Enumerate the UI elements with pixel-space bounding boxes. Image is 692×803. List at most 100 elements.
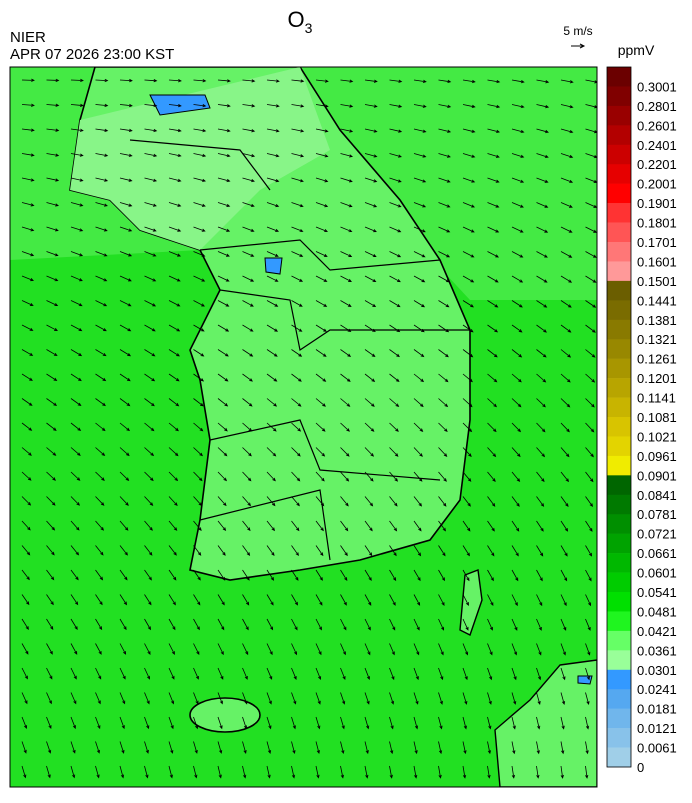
- wind-arrow: [585, 716, 590, 730]
- wind-arrow: [193, 667, 199, 680]
- wind-arrow: [144, 741, 149, 754]
- wind-arrow: [389, 202, 402, 208]
- colorbar-label: 0.0481: [637, 604, 677, 619]
- wind-arrow: [389, 667, 395, 681]
- wind-arrow: [413, 569, 421, 582]
- wind-arrow: [511, 741, 516, 755]
- wind-arrow: [315, 447, 326, 457]
- colorbar-label: 0.0601: [637, 566, 677, 581]
- wind-arrow: [364, 716, 370, 730]
- wind-arrow: [585, 398, 595, 408]
- wind-arrow: [144, 520, 153, 531]
- colorbar-label: 0.0301: [637, 663, 677, 678]
- colorbar-segment: [607, 261, 631, 282]
- wind-arrow: [340, 422, 350, 432]
- wind-arrow: [119, 618, 127, 631]
- wind-arrow: [340, 251, 353, 257]
- wind-arrow: [511, 324, 523, 333]
- wind-arrow: [242, 398, 253, 407]
- wind-arrow: [144, 594, 152, 606]
- colorbar-label: 0.1141: [637, 391, 676, 406]
- wind-arrow: [95, 78, 109, 83]
- wind-arrow: [46, 226, 59, 232]
- wind-arrow: [438, 300, 450, 308]
- wind-arrow: [487, 398, 498, 408]
- wind-arrow: [266, 692, 272, 705]
- wind-arrow: [242, 104, 256, 108]
- wind-arrow: [217, 153, 231, 158]
- wind-arrow: [119, 251, 133, 257]
- wind-arrow: [168, 275, 181, 282]
- wind-arrow: [389, 594, 396, 606]
- wind-arrow: [389, 275, 401, 283]
- wind-arrow: [462, 324, 474, 333]
- wind-arrow: [536, 569, 543, 582]
- wind-arrow: [193, 153, 207, 158]
- wind-arrow: [21, 275, 34, 282]
- wind-arrow: [560, 226, 573, 233]
- wind-arrow: [413, 422, 424, 432]
- wind-arrow: [193, 471, 203, 482]
- wind-arrow: [193, 520, 202, 531]
- wind-arrow: [364, 447, 375, 457]
- wind-arrow: [266, 349, 278, 357]
- wind-arrow: [536, 765, 540, 779]
- wind-arrow: [462, 496, 471, 507]
- wind-arrow: [438, 569, 446, 582]
- wind-arrow: [119, 422, 131, 432]
- wind-arrow: [462, 667, 468, 681]
- wind-arrow: [536, 104, 550, 109]
- wind-arrow: [95, 618, 103, 631]
- wind-arrow: [560, 545, 568, 557]
- colorbar-label: 0.0181: [637, 702, 677, 717]
- wind-arrow: [438, 471, 447, 482]
- wind-arrow: [46, 618, 54, 631]
- wind-arrow: [291, 202, 304, 208]
- wind-arrow: [95, 471, 105, 481]
- wind-arrow: [585, 79, 597, 84]
- colorbar-label: 0.0781: [637, 507, 677, 522]
- colorbar-segment: [607, 105, 631, 126]
- wind-arrow: [315, 251, 328, 257]
- wind-arrow: [560, 373, 571, 383]
- wind-arrow: [291, 104, 305, 108]
- wind-arrow: [242, 643, 249, 656]
- wind-arrow: [21, 471, 32, 481]
- wind-arrow: [95, 373, 107, 382]
- colorbar-segment: [607, 494, 631, 515]
- wind-arrow: [217, 741, 223, 754]
- wind-arrow: [46, 153, 60, 157]
- wind-arrow: [413, 300, 426, 308]
- wind-arrow: [438, 618, 445, 631]
- wind-arrow: [291, 251, 304, 257]
- wind-arrow: [438, 275, 450, 283]
- wind-arrow: [511, 153, 525, 158]
- wind-arrow: [389, 104, 403, 108]
- wind-arrow: [168, 520, 178, 531]
- wind-arrow: [242, 716, 248, 730]
- wind-arrow: [193, 765, 198, 779]
- wind-arrow: [438, 496, 447, 507]
- wind-arrow: [364, 594, 372, 606]
- wind-arrow: [144, 545, 153, 556]
- wind-arrow: [291, 471, 301, 482]
- wind-arrow: [487, 324, 499, 333]
- wind-arrow: [266, 153, 280, 158]
- colorbar-segment: [607, 475, 631, 496]
- wind-arrow: [119, 177, 133, 182]
- wind-arrow: [119, 471, 130, 482]
- wind-arrow: [536, 422, 546, 433]
- wind-arrow: [21, 373, 33, 381]
- colorbar-segment: [607, 67, 631, 87]
- wind-arrow: [413, 251, 426, 258]
- wind-scale-label: 5 m/s: [563, 24, 592, 38]
- wind-arrow: [536, 643, 542, 656]
- wind-arrow: [585, 226, 597, 233]
- wind-arrow: [364, 569, 372, 582]
- wind-arrow: [389, 128, 403, 133]
- wind-arrow: [95, 103, 109, 108]
- wind-arrow: [340, 643, 346, 656]
- wind-arrow: [168, 251, 181, 257]
- wind-arrow: [340, 447, 350, 457]
- wind-arrow: [389, 618, 396, 631]
